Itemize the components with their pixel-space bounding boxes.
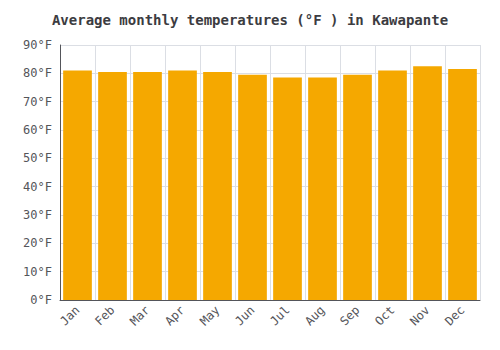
svg-text:90°F: 90°F xyxy=(23,38,52,52)
svg-text:50°F: 50°F xyxy=(23,151,52,165)
svg-text:10°F: 10°F xyxy=(23,265,52,279)
svg-text:Jul: Jul xyxy=(267,303,292,328)
svg-text:Nov: Nov xyxy=(407,303,432,328)
svg-text:40°F: 40°F xyxy=(23,180,52,194)
svg-text:30°F: 30°F xyxy=(23,208,52,222)
svg-text:60°F: 60°F xyxy=(23,123,52,137)
svg-text:Feb: Feb xyxy=(92,303,117,328)
svg-text:Average monthly temperatures (: Average monthly temperatures (°F ) in Ka… xyxy=(52,12,448,28)
svg-text:Mar: Mar xyxy=(127,303,152,328)
svg-text:70°F: 70°F xyxy=(23,95,52,109)
svg-text:80°F: 80°F xyxy=(23,66,52,80)
svg-text:May: May xyxy=(197,303,222,328)
svg-text:Apr: Apr xyxy=(162,303,187,328)
svg-text:0°F: 0°F xyxy=(30,293,52,307)
svg-text:Oct: Oct xyxy=(372,303,397,328)
svg-text:Dec: Dec xyxy=(442,303,467,328)
svg-text:Sep: Sep xyxy=(337,303,362,328)
svg-text:Jun: Jun xyxy=(232,303,257,328)
svg-text:20°F: 20°F xyxy=(23,236,52,250)
svg-text:Aug: Aug xyxy=(302,303,327,328)
svg-text:Jan: Jan xyxy=(57,303,82,328)
